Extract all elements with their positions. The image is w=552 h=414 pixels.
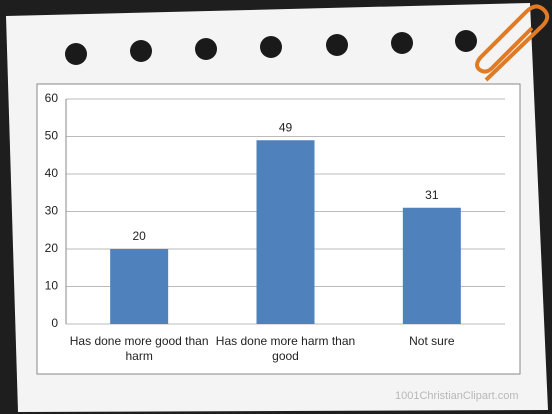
bar — [402, 207, 461, 324]
y-tick-label: 30 — [45, 204, 59, 218]
bar — [110, 249, 169, 324]
y-tick-label: 10 — [45, 279, 59, 293]
y-tick-label: 60 — [45, 91, 59, 105]
watermark: 1001ChristianClipart.com — [395, 390, 519, 402]
value-label: 49 — [279, 120, 293, 134]
x-tick-label: Has done more good than harm — [69, 334, 209, 363]
paperclip — [475, 4, 550, 82]
y-tick-label: 50 — [45, 129, 59, 143]
x-tick-label: Has done more harm than good — [215, 334, 356, 363]
value-label: 31 — [425, 188, 439, 202]
bar — [256, 140, 315, 324]
holes — [65, 30, 477, 65]
value-label: 20 — [132, 229, 146, 243]
y-tick-label: 20 — [45, 241, 59, 255]
x-tick-label: Not sure — [409, 334, 455, 348]
y-tick-label: 40 — [45, 166, 59, 180]
y-tick-label: 0 — [51, 316, 58, 330]
